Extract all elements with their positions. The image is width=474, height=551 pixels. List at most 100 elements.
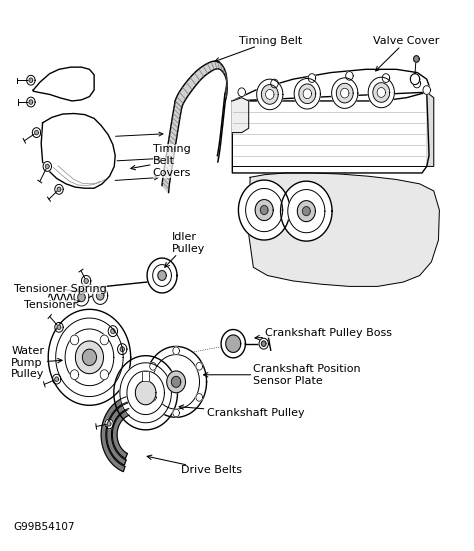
Polygon shape bbox=[332, 78, 358, 109]
Polygon shape bbox=[46, 164, 49, 169]
Polygon shape bbox=[196, 363, 202, 370]
Polygon shape bbox=[255, 199, 273, 220]
Polygon shape bbox=[410, 74, 419, 85]
Text: Timing
Belt
Covers: Timing Belt Covers bbox=[131, 144, 191, 177]
Polygon shape bbox=[107, 422, 111, 426]
Polygon shape bbox=[238, 88, 246, 96]
Polygon shape bbox=[33, 67, 94, 101]
Polygon shape bbox=[221, 329, 246, 358]
Text: Tensioner Spring: Tensioner Spring bbox=[15, 284, 107, 294]
Polygon shape bbox=[257, 79, 283, 110]
Text: Water
Pump
Pulley: Water Pump Pulley bbox=[11, 346, 62, 380]
Polygon shape bbox=[153, 355, 200, 409]
Polygon shape bbox=[41, 114, 115, 188]
Polygon shape bbox=[82, 276, 91, 287]
Polygon shape bbox=[261, 341, 266, 347]
Text: Crankshaft Pulley: Crankshaft Pulley bbox=[179, 405, 304, 418]
Polygon shape bbox=[167, 371, 185, 393]
Polygon shape bbox=[260, 206, 268, 214]
Polygon shape bbox=[232, 92, 429, 173]
Polygon shape bbox=[78, 293, 85, 302]
Polygon shape bbox=[101, 396, 130, 472]
Text: Crankshaft Pulley Boss: Crankshaft Pulley Boss bbox=[255, 328, 392, 340]
Polygon shape bbox=[147, 258, 177, 293]
Polygon shape bbox=[118, 344, 127, 355]
Polygon shape bbox=[288, 190, 325, 233]
Polygon shape bbox=[249, 173, 439, 287]
Text: Idler
Pulley: Idler Pulley bbox=[165, 232, 205, 267]
Polygon shape bbox=[232, 98, 249, 133]
Polygon shape bbox=[246, 188, 283, 231]
Polygon shape bbox=[65, 329, 114, 386]
Polygon shape bbox=[153, 264, 172, 287]
Polygon shape bbox=[427, 92, 434, 166]
Polygon shape bbox=[158, 271, 166, 280]
Polygon shape bbox=[217, 94, 225, 162]
Polygon shape bbox=[100, 370, 109, 380]
Polygon shape bbox=[173, 409, 179, 417]
Polygon shape bbox=[136, 381, 156, 405]
Polygon shape bbox=[75, 341, 103, 374]
Polygon shape bbox=[172, 376, 181, 387]
Polygon shape bbox=[340, 88, 349, 98]
Polygon shape bbox=[29, 100, 33, 104]
Text: Tensioner: Tensioner bbox=[24, 300, 80, 311]
Polygon shape bbox=[82, 349, 97, 365]
Polygon shape bbox=[70, 335, 79, 345]
Polygon shape bbox=[70, 370, 79, 380]
Polygon shape bbox=[120, 363, 172, 423]
Polygon shape bbox=[55, 185, 63, 195]
Polygon shape bbox=[299, 84, 316, 104]
Polygon shape bbox=[112, 410, 129, 458]
Polygon shape bbox=[302, 207, 310, 215]
Polygon shape bbox=[57, 187, 61, 192]
Polygon shape bbox=[74, 289, 89, 306]
Polygon shape bbox=[120, 347, 124, 352]
Polygon shape bbox=[84, 278, 88, 283]
Polygon shape bbox=[271, 79, 278, 88]
Polygon shape bbox=[114, 356, 177, 430]
Polygon shape bbox=[294, 78, 320, 109]
Polygon shape bbox=[150, 363, 156, 370]
Text: Crankshaft Position
Sensor Plate: Crankshaft Position Sensor Plate bbox=[203, 364, 361, 386]
Polygon shape bbox=[27, 75, 35, 85]
Polygon shape bbox=[55, 322, 63, 332]
Polygon shape bbox=[414, 56, 419, 62]
Polygon shape bbox=[93, 287, 108, 304]
Polygon shape bbox=[48, 309, 131, 406]
Polygon shape bbox=[423, 86, 430, 94]
Polygon shape bbox=[142, 371, 149, 381]
Polygon shape bbox=[150, 393, 156, 401]
Polygon shape bbox=[35, 131, 38, 135]
Polygon shape bbox=[226, 335, 241, 353]
Text: Valve Cover: Valve Cover bbox=[373, 36, 439, 71]
Polygon shape bbox=[43, 161, 52, 171]
Polygon shape bbox=[57, 325, 61, 329]
Polygon shape bbox=[308, 74, 316, 83]
Polygon shape bbox=[107, 403, 129, 465]
Text: G99B54107: G99B54107 bbox=[13, 522, 74, 532]
Polygon shape bbox=[173, 347, 179, 355]
Polygon shape bbox=[32, 128, 41, 138]
Polygon shape bbox=[97, 291, 104, 300]
Polygon shape bbox=[368, 77, 394, 108]
Polygon shape bbox=[55, 377, 59, 381]
Text: Drive Belts: Drive Belts bbox=[147, 455, 242, 475]
Text: Timing Belt: Timing Belt bbox=[215, 36, 302, 62]
Polygon shape bbox=[259, 338, 268, 349]
Polygon shape bbox=[232, 69, 429, 101]
Polygon shape bbox=[100, 335, 109, 345]
Polygon shape bbox=[382, 74, 390, 83]
Polygon shape bbox=[108, 326, 118, 337]
Polygon shape bbox=[127, 371, 164, 414]
Polygon shape bbox=[373, 83, 390, 102]
Polygon shape bbox=[413, 79, 420, 88]
Polygon shape bbox=[337, 83, 353, 103]
Polygon shape bbox=[53, 374, 61, 384]
Polygon shape bbox=[261, 85, 278, 104]
Polygon shape bbox=[377, 88, 385, 98]
Polygon shape bbox=[297, 201, 315, 222]
Polygon shape bbox=[303, 89, 311, 99]
Polygon shape bbox=[56, 318, 123, 397]
Polygon shape bbox=[175, 61, 227, 107]
